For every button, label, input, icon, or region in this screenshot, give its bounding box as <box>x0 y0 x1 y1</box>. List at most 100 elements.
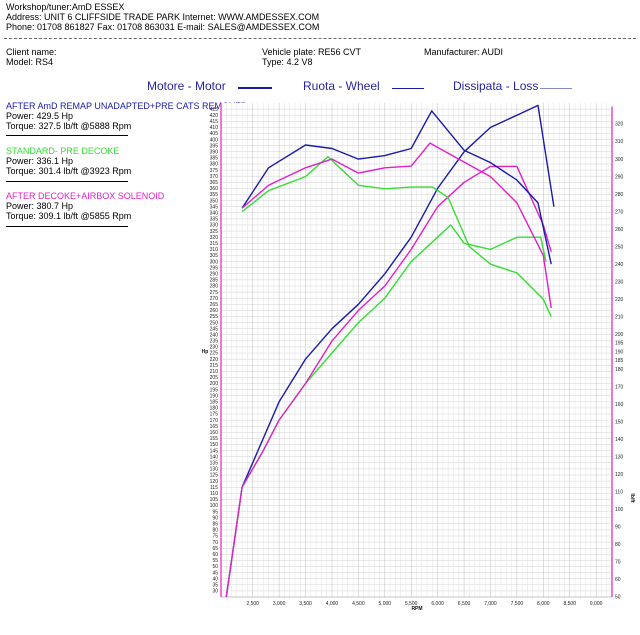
y-left-tick-label: 420 <box>210 113 219 119</box>
y-left-tick-label: 250 <box>210 320 219 326</box>
y-left-tick-label: 380 <box>210 162 219 168</box>
legend-motor-swatch <box>238 87 272 89</box>
y-left-tick-label: 325 <box>210 229 219 235</box>
y-right-tick-label: 250 <box>615 244 624 250</box>
y-left-tick-label: 225 <box>210 351 219 357</box>
y-left-tick-label: 275 <box>210 290 219 296</box>
y-left-tick-label: 75 <box>212 534 218 540</box>
y-left-tick-label: 55 <box>212 558 218 564</box>
y-left-tick-label: 110 <box>210 491 218 497</box>
y-left-tick-label: 310 <box>210 247 219 253</box>
y-left-tick-label: 315 <box>210 241 219 247</box>
y-left-tick-label: 345 <box>210 204 219 210</box>
torque-line-3 <box>241 142 552 309</box>
y-right-tick-label: 190 <box>615 349 624 355</box>
y-right-tick-label: 110 <box>615 490 623 496</box>
y-left-axis-label: Hp <box>202 349 209 355</box>
legend-loss-swatch <box>540 88 572 89</box>
y-left-tick-label: 270 <box>210 296 219 302</box>
y-right-tick-label: 240 <box>615 262 624 268</box>
y-left-tick-label: 290 <box>210 271 219 277</box>
run-2-power: Power: 336.1 Hp <box>6 156 74 166</box>
y-left-tick-label: 150 <box>210 442 219 448</box>
y-left-tick-label: 295 <box>210 265 219 271</box>
y-right-tick-label: 300 <box>615 157 624 163</box>
y-left-tick-label: 320 <box>210 235 219 241</box>
y-left-tick-label: 220 <box>210 357 219 363</box>
x-axis-label: RPM <box>411 606 422 612</box>
y-right-tick-label: 320 <box>615 122 624 128</box>
y-right-tick-label: 195 <box>615 341 624 347</box>
y-right-tick-label: 260 <box>615 227 624 233</box>
y-left-tick-label: 115 <box>210 485 218 491</box>
y-left-tick-label: 230 <box>210 345 219 351</box>
y-left-tick-label: 235 <box>210 339 219 345</box>
y-right-tick-label: 200 <box>615 332 624 338</box>
y-left-tick-label: 35 <box>212 583 218 589</box>
x-tick-label: 5,500 <box>405 601 418 607</box>
torque-line-1 <box>241 110 552 265</box>
y-left-tick-label: 65 <box>212 546 218 552</box>
y-left-tick-label: 410 <box>210 125 219 131</box>
y-left-tick-label: 200 <box>210 381 219 387</box>
y-left-tick-label: 375 <box>210 168 219 174</box>
y-left-tick-label: 240 <box>210 332 219 338</box>
y-right-tick-label: 160 <box>615 402 624 408</box>
y-left-tick-label: 355 <box>210 192 219 198</box>
client-name: Client name: <box>6 47 57 57</box>
y-right-tick-label: 140 <box>615 437 624 443</box>
y-left-tick-label: 45 <box>212 570 218 576</box>
vehicle-plate: Vehicle plate: RE56 CVT <box>262 47 362 57</box>
y-right-tick-label: 80 <box>615 542 621 548</box>
y-left-tick-label: 140 <box>210 454 219 460</box>
y-left-tick-label: 360 <box>210 186 219 192</box>
x-tick-label: 6,500 <box>458 601 471 607</box>
run-3-torque: Torque: 309.1 lb/ft @5855 Rpm <box>6 211 132 221</box>
run-1-separator <box>6 135 128 136</box>
y-left-tick-label: 170 <box>210 418 219 424</box>
x-tick-label: 3,500 <box>299 601 312 607</box>
y-left-tick-label: 280 <box>210 284 219 290</box>
y-right-tick-label: 290 <box>615 174 624 180</box>
y-right-tick-label: 230 <box>615 279 624 285</box>
y-right-tick-label: 150 <box>615 420 624 426</box>
y-left-tick-label: 95 <box>212 509 218 515</box>
chart-series <box>225 104 555 598</box>
power-line-1 <box>225 104 555 598</box>
x-tick-label: 4,500 <box>352 601 365 607</box>
y-right-axis-label: lb/ft <box>629 493 635 502</box>
y-left-ticks: 3035404550556065707580859095100105110115… <box>210 107 219 595</box>
run-3-power: Power: 380.7 Hp <box>6 201 74 211</box>
y-left-tick-label: 205 <box>210 375 219 381</box>
run-1-title: AFTER AmD REMAP UNADAPTED+PRE CATS REMOV… <box>6 101 248 111</box>
run-3-title: AFTER DECOKE+AIRBOX SOLENOID <box>6 191 165 201</box>
x-tick-label: 6,000 <box>431 601 444 607</box>
y-right-tick-label: 170 <box>615 384 624 390</box>
y-right-ticks: 50 60 70 80 90 100 110 120 130 140 150 160 170 180 190… <box>615 122 624 601</box>
y-right-tick-label: 280 <box>615 192 624 198</box>
legend-wheel-label: Ruota - Wheel <box>303 79 380 93</box>
y-left-tick-label: 165 <box>210 424 219 430</box>
y-right-tick-label: 210 <box>615 314 624 320</box>
x-tick-label: 3,000 <box>273 601 286 607</box>
y-left-tick-label: 400 <box>210 137 219 143</box>
y-left-tick-label: 350 <box>210 198 219 204</box>
y-left-tick-label: 340 <box>210 210 219 216</box>
torque-line-2 <box>241 155 552 317</box>
y-left-tick-label: 120 <box>210 479 219 485</box>
y-left-tick-label: 125 <box>210 473 219 479</box>
y-right-tick-label: 50 <box>615 595 621 601</box>
x-tick-label: 8,500 <box>563 601 576 607</box>
address-line: Address: UNIT 6 CLIFFSIDE TRADE PARK Int… <box>6 12 320 22</box>
y-left-tick-label: 85 <box>212 522 218 528</box>
y-left-tick-label: 265 <box>210 302 219 308</box>
x-tick-label: 9,000 <box>590 601 603 607</box>
y-left-tick-label: 60 <box>212 552 218 558</box>
x-tick-label: 2,500 <box>246 601 259 607</box>
y-left-tick-label: 405 <box>210 131 219 137</box>
y-left-tick-label: 155 <box>210 436 219 442</box>
manufacturer: Manufacturer: AUDI <box>424 47 504 57</box>
y-left-tick-label: 180 <box>210 406 219 412</box>
y-right-tick-label: 70 <box>615 560 621 566</box>
